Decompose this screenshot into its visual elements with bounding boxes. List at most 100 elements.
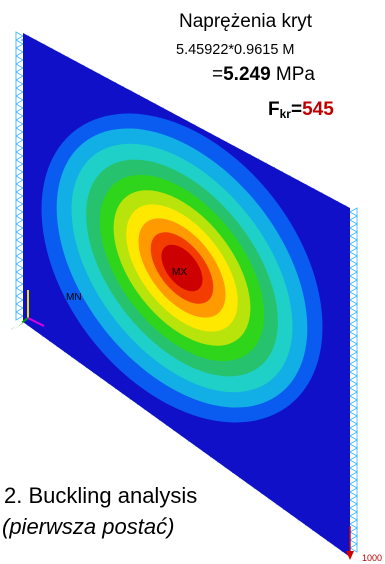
force-equals: = — [290, 99, 303, 120]
support-right — [349, 207, 358, 217]
support-left — [15, 95, 24, 105]
support-left — [15, 191, 24, 201]
support-right — [349, 383, 358, 393]
support-right — [349, 367, 358, 377]
support-right — [349, 311, 358, 321]
support-right — [349, 335, 358, 345]
force-symbol: F — [268, 99, 280, 120]
support-right — [349, 223, 358, 233]
support-left — [15, 111, 24, 121]
support-left — [15, 263, 24, 273]
support-right — [349, 279, 358, 289]
support-right — [349, 263, 358, 273]
support-right — [349, 359, 358, 369]
support-right — [349, 479, 358, 489]
load-value-label: 1000 — [362, 553, 383, 563]
support-left — [15, 199, 24, 209]
support-right — [349, 431, 358, 441]
support-left — [15, 71, 24, 81]
support-right — [349, 415, 358, 425]
support-right — [349, 215, 358, 225]
support-left — [15, 239, 24, 249]
support-right — [349, 455, 358, 465]
support-right — [349, 519, 358, 529]
support-right — [349, 423, 358, 433]
min-label: MN — [66, 292, 82, 303]
support-right — [349, 327, 358, 337]
support-right — [349, 439, 358, 449]
stress-unit: MPa — [270, 64, 316, 85]
support-right — [349, 391, 358, 401]
support-left — [15, 79, 24, 89]
support-right — [349, 239, 358, 249]
support-left — [15, 143, 24, 153]
support-right — [349, 231, 358, 241]
support-right — [349, 295, 358, 305]
support-right — [349, 255, 358, 265]
stress-result: =5.249 MPa — [212, 64, 315, 86]
support-left — [15, 303, 24, 313]
support-left — [15, 87, 24, 97]
support-right — [349, 447, 358, 457]
support-left — [15, 215, 24, 225]
support-left — [15, 135, 24, 145]
support-right — [349, 535, 358, 545]
support-right — [349, 351, 358, 361]
support-right — [349, 287, 358, 297]
support-left — [15, 271, 24, 281]
support-left — [15, 159, 24, 169]
contour-bands — [41, 113, 323, 423]
support-right — [349, 343, 358, 353]
support-left — [15, 287, 24, 297]
max-label: MX — [172, 267, 187, 278]
support-left — [15, 231, 24, 241]
support-left — [15, 167, 24, 177]
support-left — [15, 295, 24, 305]
support-left — [15, 183, 24, 193]
caption-subtitle: (pierwsza postać) — [2, 514, 175, 539]
support-left — [15, 55, 24, 65]
support-right — [349, 407, 358, 417]
support-left — [15, 119, 24, 129]
load-arrow — [346, 526, 354, 560]
support-right — [349, 271, 358, 281]
support-right — [349, 303, 358, 313]
support-right — [349, 463, 358, 473]
support-right — [349, 495, 358, 505]
support-left — [15, 31, 24, 41]
support-right — [349, 399, 358, 409]
force-subscript: kr — [279, 107, 291, 121]
stress-equals: = — [212, 64, 224, 85]
support-left — [15, 103, 24, 113]
stress-title: Naprężenia kryt — [179, 11, 313, 32]
support-right — [349, 503, 358, 513]
support-left — [15, 247, 24, 257]
stress-value: 5.249 — [223, 64, 271, 85]
support-left — [15, 47, 24, 57]
support-right — [349, 247, 358, 257]
support-left — [15, 127, 24, 137]
support-left — [15, 63, 24, 73]
support-left — [15, 311, 24, 321]
support-right — [349, 543, 358, 553]
contour-band-10 — [161, 244, 203, 292]
support-left — [15, 279, 24, 289]
critical-force: Fkr=545 — [268, 99, 334, 121]
support-left — [15, 207, 24, 217]
support-right — [349, 527, 358, 537]
support-right — [349, 375, 358, 385]
caption-title: 2. Buckling analysis — [4, 483, 198, 508]
support-left — [15, 39, 24, 49]
support-right — [349, 487, 358, 497]
support-left — [15, 255, 24, 265]
support-left — [15, 151, 24, 161]
support-right — [349, 471, 358, 481]
support-right — [349, 511, 358, 521]
stress-formula: 5.45922*0.9615 M — [176, 42, 295, 58]
coordinate-triad — [9, 290, 45, 333]
support-left — [15, 175, 24, 185]
support-left — [15, 223, 24, 233]
force-value: 545 — [302, 99, 334, 120]
support-right — [349, 319, 358, 329]
